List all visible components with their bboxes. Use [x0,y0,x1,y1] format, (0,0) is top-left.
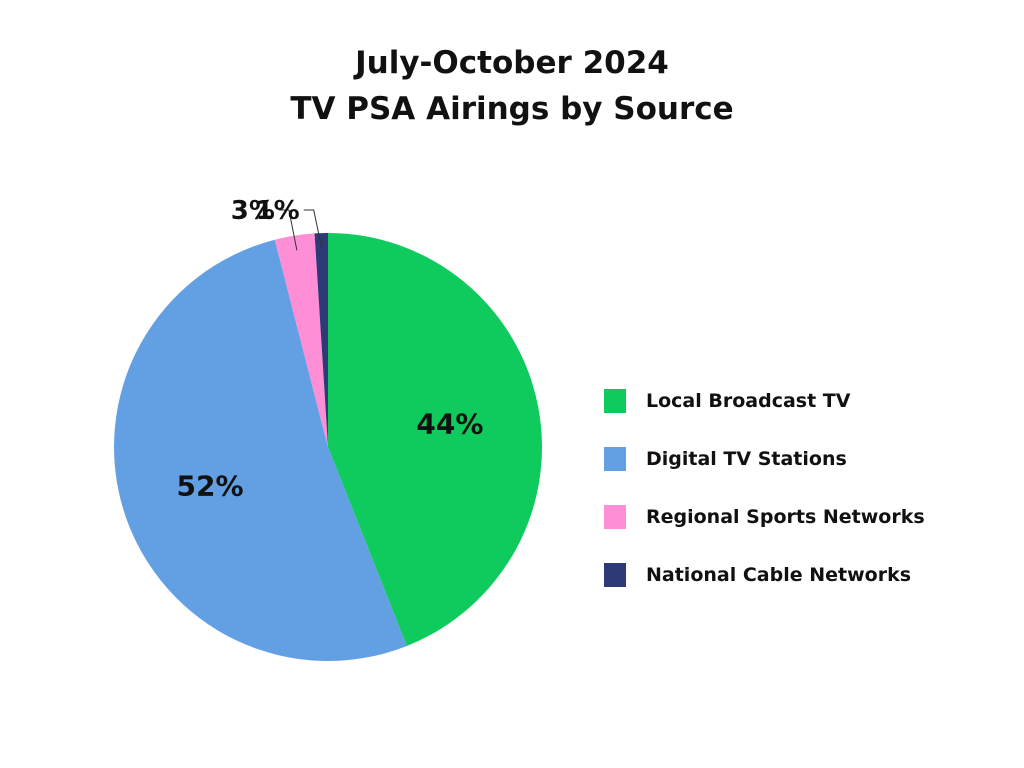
data-label-national-cable-networks: 1% [256,196,300,226]
chart-title-line-2: TV PSA Airings by Source [290,91,734,127]
pie-slice-regional-sports-networks [274,233,328,447]
legend-swatch-digital-tv-stations [604,447,626,471]
leader-line-regional-sports-networks [278,209,298,251]
legend-label-local-broadcast-tv: Local Broadcast TV [646,390,851,412]
legend-label-regional-sports-networks: Regional Sports Networks [646,506,925,528]
data-label-digital-tv-stations: 52% [176,469,243,502]
chart-title-line-1: July-October 2024 [355,45,669,81]
legend-label-digital-tv-stations: Digital TV Stations [646,448,847,470]
legend: Local Broadcast TV Digital TV Stations R… [604,372,925,604]
pie-slice-national-cable-networks [314,233,328,447]
leader-line-national-cable-networks [303,209,323,249]
pie-slice-digital-tv-stations [114,239,407,661]
legend-item-local-broadcast-tv: Local Broadcast TV [604,372,925,430]
legend-item-digital-tv-stations: Digital TV Stations [604,430,925,488]
data-label-regional-sports-networks: 3% [231,196,275,226]
pie-slice-local-broadcast-tv [328,233,542,646]
legend-item-regional-sports-networks: Regional Sports Networks [604,488,925,546]
legend-item-national-cable-networks: National Cable Networks [604,546,925,604]
legend-label-national-cable-networks: National Cable Networks [646,564,912,586]
data-label-local-broadcast-tv: 44% [416,408,483,441]
legend-swatch-local-broadcast-tv [604,389,626,413]
legend-swatch-national-cable-networks [604,563,626,587]
chart-title: July-October 2024 TV PSA Airings by Sour… [0,40,1024,132]
legend-swatch-regional-sports-networks [604,505,626,529]
